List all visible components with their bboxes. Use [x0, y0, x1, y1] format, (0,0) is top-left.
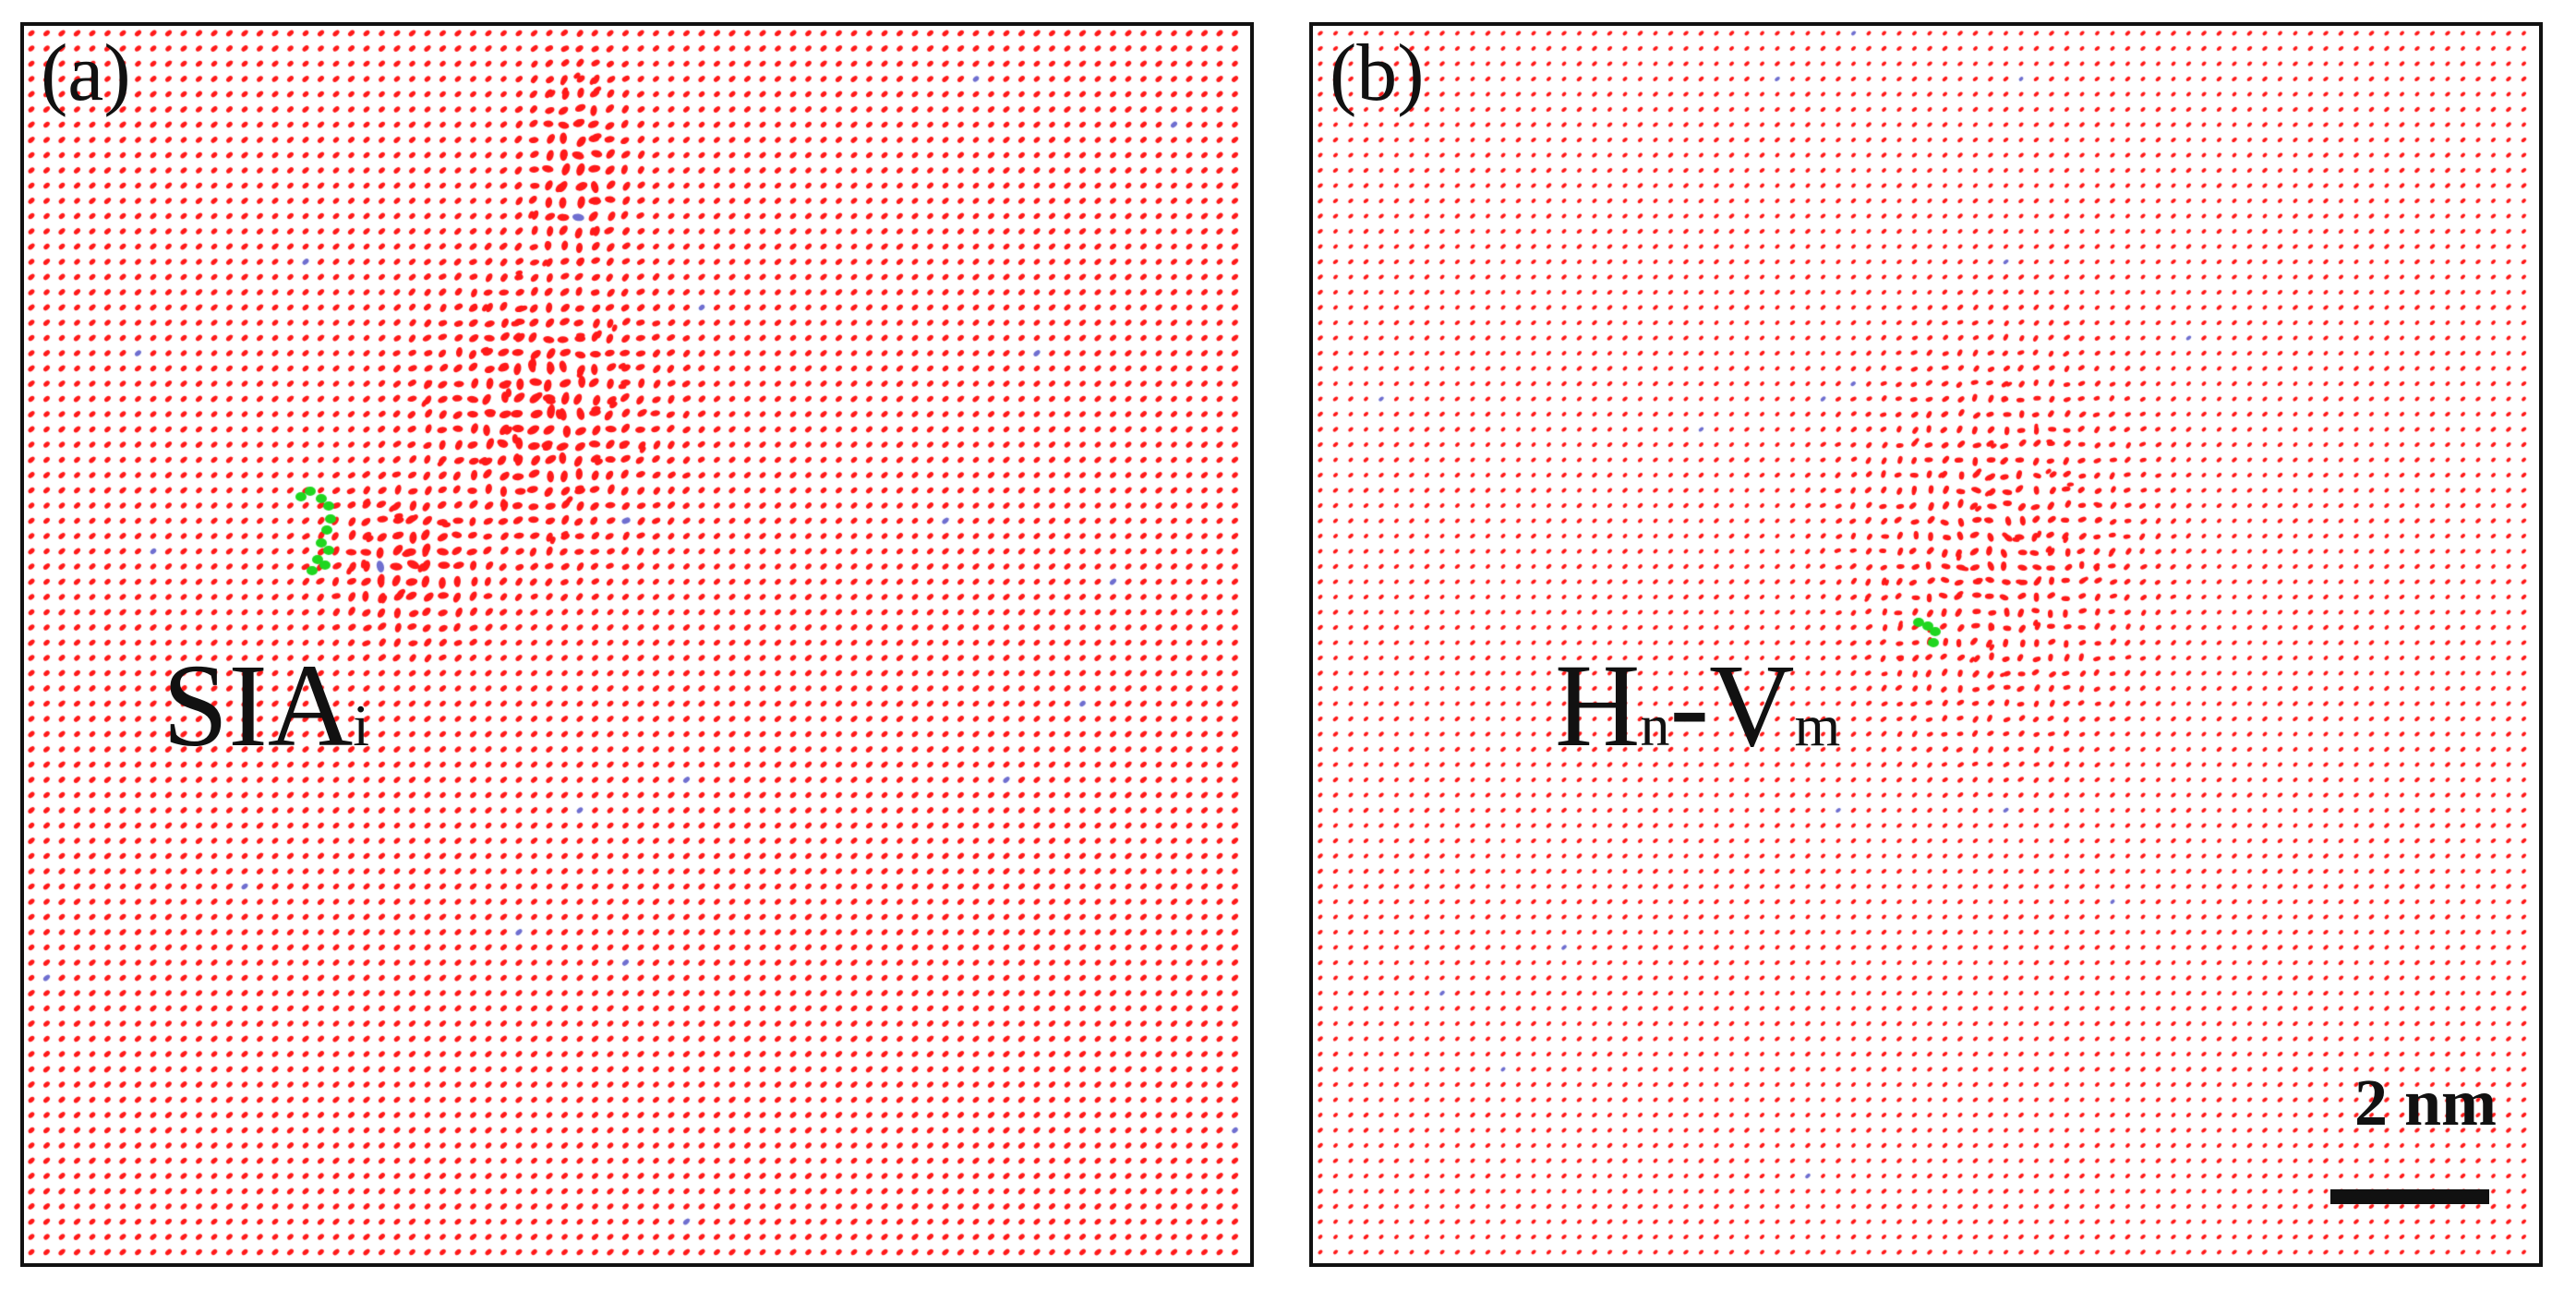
atom-map-a: [24, 26, 1250, 1263]
defect-label-sia: SIAi: [163, 646, 369, 765]
panel-b: (b) Hn-Vm 2 nm: [1309, 22, 2543, 1267]
scale-bar: [2330, 1189, 2489, 1204]
atom-map-b: [1313, 26, 2539, 1263]
defect-label-hv-sub-m: m: [1794, 693, 1841, 758]
panel-letter-b: (b): [1330, 29, 1425, 118]
defect-label-hv-sub-n: n: [1640, 693, 1670, 758]
panel-a: (a) SIAi: [20, 22, 1254, 1267]
defect-label-sia-main: SIA: [163, 640, 354, 771]
defect-label-hv: Hn-Vm: [1555, 646, 1840, 765]
defect-label-sia-sub: i: [353, 693, 370, 758]
panel-letter-a: (a): [41, 29, 131, 118]
defect-label-hv-mid: -V: [1669, 640, 1795, 771]
defect-label-hv-main: H: [1555, 640, 1641, 771]
scale-bar-label: 2 nm: [2353, 1066, 2497, 1139]
